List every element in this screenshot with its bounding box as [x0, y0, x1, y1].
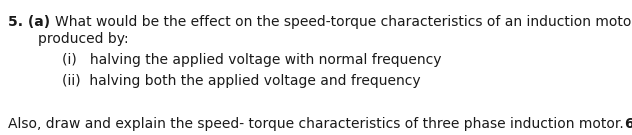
Text: Also, draw and explain the speed- torque characteristics of three phase inductio: Also, draw and explain the speed- torque… — [8, 117, 624, 131]
Text: produced by:: produced by: — [38, 32, 129, 46]
Text: (i)   halving the applied voltage with normal frequency: (i) halving the applied voltage with nor… — [62, 53, 442, 67]
Text: What would be the effect on the speed-torque characteristics of an induction mot: What would be the effect on the speed-to… — [55, 15, 632, 29]
Text: 5. (a): 5. (a) — [8, 15, 55, 29]
Text: 6: 6 — [624, 117, 632, 131]
Text: (ii)  halving both the applied voltage and frequency: (ii) halving both the applied voltage an… — [62, 74, 421, 88]
